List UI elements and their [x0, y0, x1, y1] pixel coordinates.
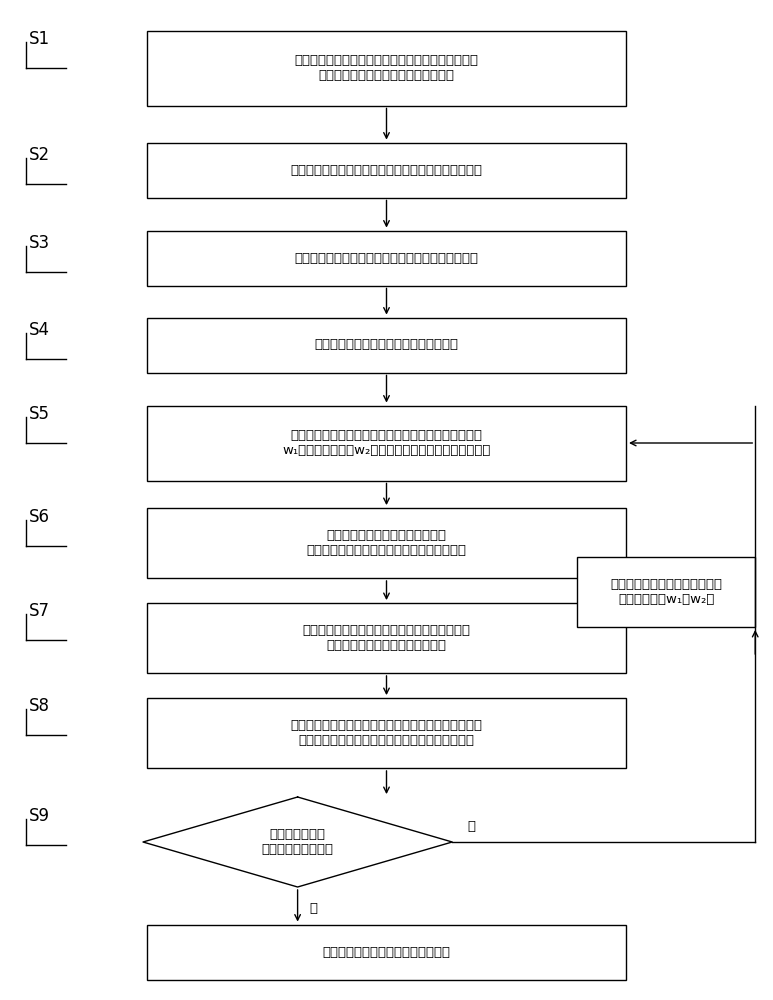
Text: 将温度噪声评估值填入内外表中，
统计得到内表对应的信噪比和灵敏度特征值；: 将温度噪声评估值填入内外表中， 统计得到内表对应的信噪比和灵敏度特征值；: [307, 529, 466, 557]
Text: 由目标特性选择温度噪声评估函数，确定制造噪声权重
w₁和温度噪声权重w₂，得到最终的温度噪声评估结果；: 由目标特性选择温度噪声评估函数，确定制造噪声权重 w₁和温度噪声权重w₂，得到最…: [282, 429, 491, 457]
Bar: [147, 30, 626, 105]
Bar: [147, 142, 626, 198]
Text: 否: 否: [468, 820, 475, 834]
Text: 由仿真模型计算得到参数设计分析表的目标仿真结果；: 由仿真模型计算得到参数设计分析表的目标仿真结果；: [291, 163, 482, 176]
Bar: [147, 318, 626, 372]
Bar: [147, 508, 626, 578]
Bar: [147, 603, 626, 673]
Text: 由各组内外表下的温度数据统计得到中心值及方差；: 由各组内外表下的温度数据统计得到中心值及方差；: [295, 251, 478, 264]
Text: 通过蒙特卡洛方法分别模拟优化前后的参数水平组合，
统计获得优化前后设计不同温度点下的输出分布；: 通过蒙特卡洛方法分别模拟优化前后的参数水平组合， 统计获得优化前后设计不同温度点…: [291, 719, 482, 747]
Text: S3: S3: [29, 234, 50, 252]
Text: S5: S5: [29, 405, 50, 423]
Text: S4: S4: [29, 321, 50, 339]
Text: 满足全温度范围
输出稳健设计要求？: 满足全温度范围 输出稳健设计要求？: [261, 828, 334, 856]
Text: 确定最终优化的因素参数水平组合；: 确定最终优化的因素参数水平组合；: [322, 946, 451, 958]
Text: 对目标的中心值和方差进行归一化处理；: 对目标的中心值和方差进行归一化处理；: [315, 338, 458, 352]
Text: S8: S8: [29, 697, 50, 715]
Text: S7: S7: [29, 602, 50, 620]
Bar: [577, 557, 755, 627]
Text: 根据不同温度点下的输出分布，
调整噪声权重w₁和w₂；: 根据不同温度点下的输出分布， 调整噪声权重w₁和w₂；: [611, 578, 722, 606]
Text: 由可控因素、噪声因素（制造和温度）的基础数据，
建立考虑综合噪声的参数设计分析表；: 由可控因素、噪声因素（制造和温度）的基础数据， 建立考虑综合噪声的参数设计分析表…: [295, 54, 478, 82]
Bar: [147, 406, 626, 481]
Text: S6: S6: [29, 508, 50, 526]
Text: 对内表因素信噪比和灵敏度值统计并方差分析，
确定优化后的因素参数水平组合；: 对内表因素信噪比和灵敏度值统计并方差分析， 确定优化后的因素参数水平组合；: [302, 624, 471, 652]
Text: S2: S2: [29, 146, 50, 164]
Text: 是: 是: [309, 902, 317, 916]
Text: S1: S1: [29, 30, 50, 48]
Bar: [147, 698, 626, 768]
Bar: [147, 231, 626, 286]
Text: S9: S9: [29, 807, 50, 825]
Bar: [147, 924, 626, 980]
